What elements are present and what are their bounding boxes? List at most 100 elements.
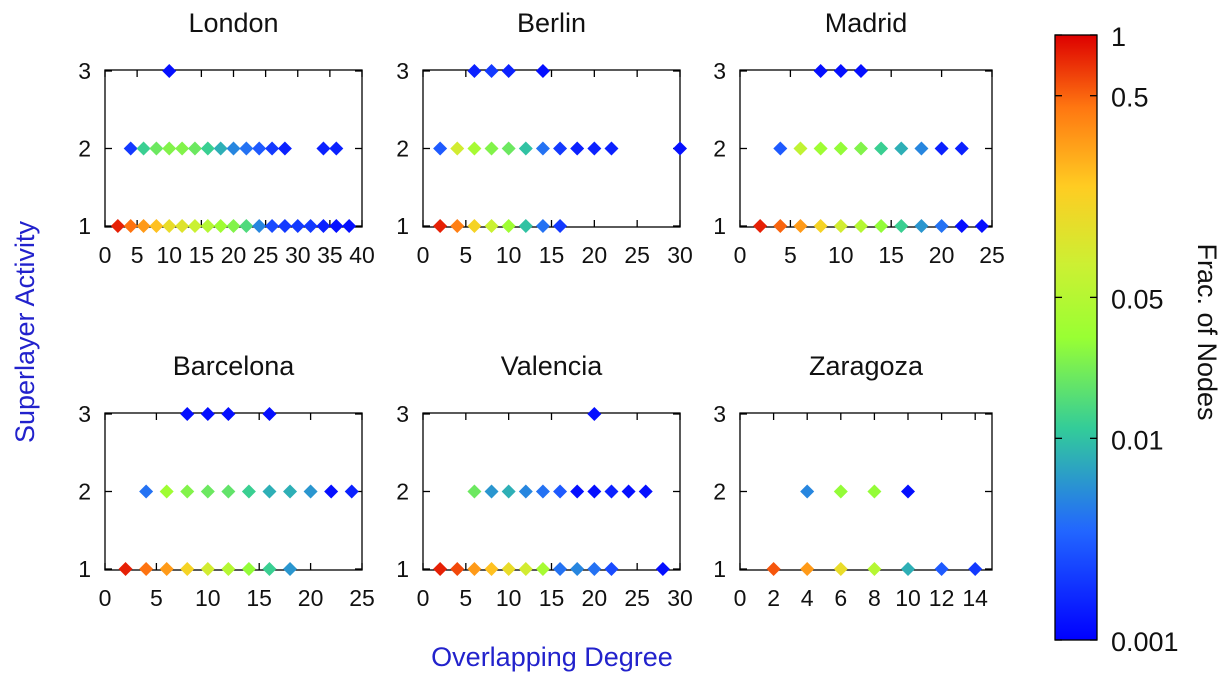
data-point [241, 484, 256, 499]
data-point [484, 562, 499, 576]
x-tick-label: 30 [285, 242, 311, 268]
data-point [342, 219, 357, 233]
data-point [484, 484, 499, 499]
x-tick-label: 10 [496, 585, 522, 611]
data-point [833, 141, 848, 156]
data-point [159, 484, 174, 499]
x-tick-label: 30 [667, 242, 693, 268]
colorbar-tick-label: 0.05 [1111, 284, 1164, 314]
data-point [149, 141, 164, 156]
data-point [874, 219, 889, 233]
data-point [467, 562, 482, 576]
y-axis-title: Superlayer Activity [10, 220, 40, 443]
data-point [277, 219, 292, 233]
data-point [800, 562, 815, 576]
data-point [587, 407, 602, 421]
data-point [934, 219, 949, 233]
data-point [213, 141, 228, 156]
data-point [303, 484, 318, 499]
data-point [252, 141, 267, 156]
panel-title: Madrid [825, 8, 908, 38]
x-tick-label: 4 [801, 585, 814, 611]
x-tick-label: 25 [253, 242, 279, 268]
y-tick-label: 1 [396, 213, 409, 239]
data-point [262, 562, 277, 576]
data-point [239, 219, 254, 233]
data-point [110, 219, 125, 233]
colorbar-ticks: 1 0.5 0.05 0.01 0.001 [1055, 22, 1179, 657]
data-point [180, 484, 195, 499]
data-point [484, 141, 499, 156]
data-point [813, 64, 828, 78]
data-point [316, 219, 331, 233]
data-point [894, 141, 909, 156]
data-point [535, 219, 550, 233]
data-point [773, 219, 788, 233]
x-tick-label: 12 [929, 585, 955, 611]
data-point [800, 484, 815, 499]
y-tick-label: 1 [78, 213, 91, 239]
data-point [484, 64, 499, 78]
panel-frame [739, 412, 993, 571]
y-tick-label: 1 [396, 556, 409, 582]
panel-title: Valencia [501, 351, 604, 381]
data-point [252, 219, 267, 233]
data-point [433, 219, 448, 233]
x-tick-label: 5 [150, 585, 163, 611]
x-tick-label: 5 [459, 585, 472, 611]
y-tick-label: 2 [396, 479, 409, 505]
x-tick-label: 5 [459, 242, 472, 268]
x-tick-label: 25 [624, 585, 650, 611]
panel-london: London 0 5 10 15 20 25 30 35 40 1 2 3 [78, 8, 375, 268]
panel-valencia: Valencia 0 5 10 15 20 25 30 1 2 3 [396, 351, 693, 611]
data-point [867, 562, 882, 576]
data-point [853, 141, 868, 156]
data-point [467, 219, 482, 233]
data-point [934, 141, 949, 156]
data-point [200, 562, 215, 576]
data-point [974, 219, 989, 233]
x-tick-label: 0 [417, 585, 430, 611]
data-point [535, 562, 550, 576]
data-point [638, 484, 653, 499]
data-point [159, 562, 174, 576]
x-tick-label: 2 [767, 585, 780, 611]
data-point [123, 141, 138, 156]
data-point [813, 141, 828, 156]
x-tick-label: 20 [929, 242, 955, 268]
data-point [867, 484, 882, 499]
data-point [570, 484, 585, 499]
data-point [221, 484, 236, 499]
colorbar: 1 0.5 0.05 0.01 0.001 Frac. of Nodes [1054, 22, 1222, 657]
y-tick-label: 3 [396, 401, 409, 427]
data-point [149, 219, 164, 233]
data-point [604, 141, 619, 156]
data-point [853, 64, 868, 78]
y-tick-label: 2 [78, 479, 91, 505]
data-point [553, 562, 568, 576]
y-tick-label: 2 [78, 136, 91, 162]
y-tick-label: 2 [713, 136, 726, 162]
data-point [180, 562, 195, 576]
data-point [954, 141, 969, 156]
colorbar-tick-label: 0.5 [1111, 83, 1149, 113]
panel-title: London [188, 8, 278, 38]
data-point [139, 562, 154, 576]
data-point [587, 141, 602, 156]
x-tick-label: 0 [99, 585, 112, 611]
data-point [136, 141, 151, 156]
x-tick-label: 10 [895, 585, 921, 611]
y-tick-label: 3 [396, 58, 409, 84]
data-point [833, 562, 848, 576]
data-point [467, 141, 482, 156]
data-point [766, 562, 781, 576]
data-point [180, 407, 195, 421]
data-point [914, 219, 929, 233]
data-point [324, 484, 339, 499]
data-point [484, 219, 499, 233]
colorbar-tick-label: 0.001 [1111, 627, 1179, 657]
data-point [753, 219, 768, 233]
x-tick-label: 20 [221, 242, 247, 268]
panel-title: Zaragoza [809, 351, 924, 381]
